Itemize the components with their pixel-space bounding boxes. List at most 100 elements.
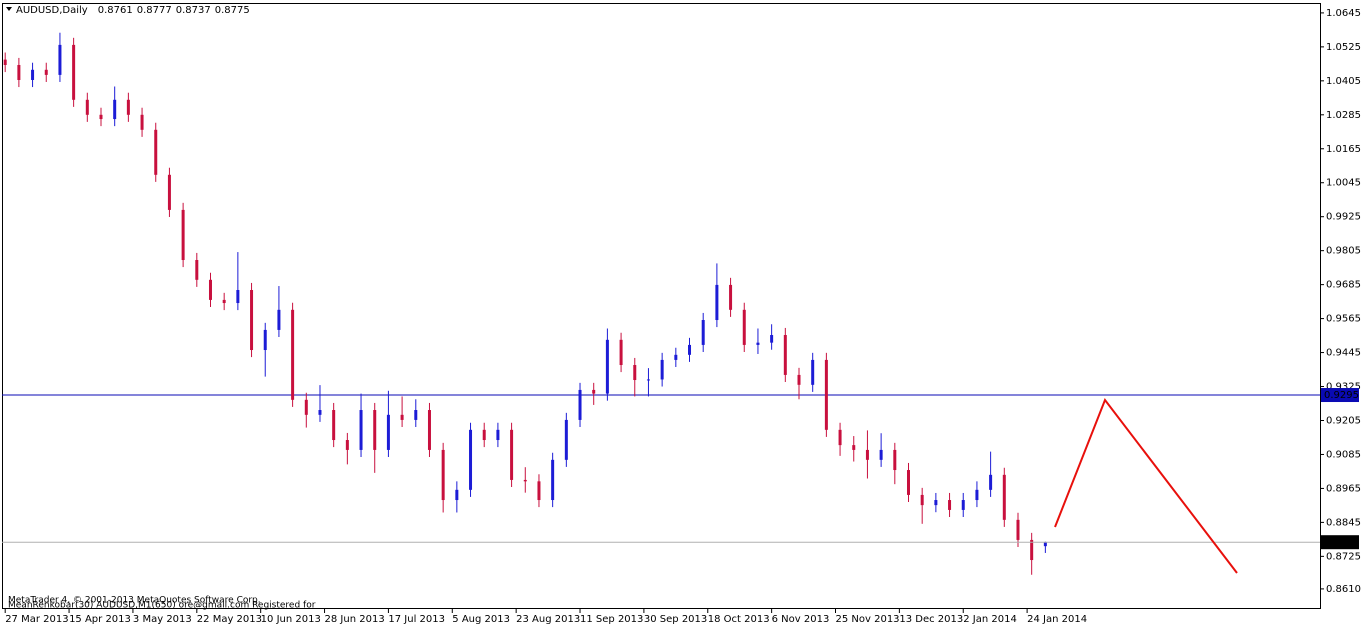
- candle-body: [304, 399, 308, 415]
- y-tick-label: 0.8610: [1326, 584, 1361, 595]
- y-tick-label: 1.0165: [1326, 144, 1361, 155]
- candle-body: [879, 449, 883, 460]
- candle-body: [167, 174, 171, 210]
- y-tick-label: 0.9565: [1326, 314, 1361, 325]
- candle-body: [989, 474, 993, 490]
- low-value: 0.8737: [176, 5, 211, 16]
- projection-line: [1054, 397, 1238, 574]
- candle-body: [961, 500, 965, 510]
- x-tick-label: 28 Jun 2013: [325, 614, 385, 625]
- x-tick-label: 11 Sep 2013: [580, 614, 643, 625]
- candle-body: [58, 44, 62, 75]
- menu-arrow[interactable]: [6, 7, 12, 11]
- level-label-box: [1321, 388, 1359, 403]
- candle-body: [551, 459, 555, 501]
- candle-body: [441, 449, 445, 501]
- candle-body: [195, 260, 199, 280]
- x-tick-label: 5 Aug 2013: [452, 614, 510, 625]
- candle-body: [852, 445, 856, 450]
- candle-body: [523, 479, 527, 482]
- candle-body: [1043, 542, 1047, 547]
- candle-body: [277, 309, 281, 330]
- x-tick-label: 6 Nov 2013: [772, 614, 830, 625]
- candle-body: [660, 359, 664, 380]
- candle-body: [510, 429, 514, 480]
- candle-body: [715, 284, 719, 321]
- y-tick-label: 0.9325: [1326, 382, 1361, 393]
- candle-body: [318, 410, 322, 415]
- candle-body: [236, 290, 240, 304]
- high-value: 0.8777: [137, 5, 172, 16]
- x-tick-label: 13 Dec 2013: [899, 614, 963, 625]
- candle-body: [537, 481, 541, 501]
- last-price-box: [1321, 535, 1359, 550]
- candle-body: [44, 69, 48, 75]
- y-tick-label: 1.0645: [1326, 8, 1361, 19]
- candle-body: [633, 365, 637, 381]
- candle-body: [920, 494, 924, 506]
- candle-body: [482, 429, 486, 441]
- x-tick-label: 23 Aug 2013: [516, 614, 580, 625]
- candle-body: [250, 290, 254, 351]
- last-price-label: 0.8775: [1324, 537, 1359, 548]
- candle-body: [17, 64, 21, 80]
- y-tick-label: 0.9445: [1326, 348, 1361, 359]
- x-tick-label: 18 Oct 2013: [708, 614, 770, 625]
- x-tick-label: 24 Jan 2014: [1027, 614, 1087, 625]
- level-label: 0.9295: [1324, 390, 1359, 401]
- candle-body: [400, 414, 404, 420]
- candle-body: [222, 299, 226, 304]
- x-tick-label: 30 Sep 2013: [644, 614, 707, 625]
- candle-body: [605, 339, 609, 394]
- candle-body: [906, 470, 910, 495]
- x-tick-label: 25 Nov 2013: [836, 614, 900, 625]
- x-tick-label: 10 Jun 2013: [261, 614, 321, 625]
- y-tick-label: 1.0285: [1326, 110, 1361, 121]
- candle-body: [496, 429, 500, 441]
- y-tick-label: 0.8845: [1326, 517, 1361, 528]
- open-value: 0.8761: [98, 5, 133, 16]
- candle-body: [838, 429, 842, 446]
- candle-body: [646, 379, 650, 381]
- plot-frame: [2, 3, 1321, 609]
- candle-body: [934, 500, 938, 506]
- candle-body: [811, 359, 815, 385]
- candle-body: [592, 389, 596, 394]
- candle-body: [85, 99, 89, 115]
- candle-body: [414, 410, 418, 420]
- candle-body: [564, 419, 568, 460]
- candle-body: [72, 44, 76, 100]
- y-tick-label: 0.9685: [1326, 280, 1361, 291]
- x-tick-label: 3 May 2013: [133, 614, 192, 625]
- y-tick-label: 0.9085: [1326, 449, 1361, 460]
- candle-body: [386, 414, 390, 450]
- candle-body: [455, 489, 459, 501]
- candle-body: [797, 374, 801, 385]
- footer-text: MeanRenkobar(30) AUDUSD,M1(650) ore@gmai…: [8, 601, 316, 611]
- candle-body: [865, 449, 869, 460]
- y-tick-label: 0.8965: [1326, 483, 1361, 494]
- candle-body: [975, 489, 979, 501]
- candle-body: [1002, 474, 1006, 520]
- candle-body: [359, 410, 363, 450]
- x-tick-label: 15 Apr 2013: [69, 614, 131, 625]
- candle-body: [113, 99, 117, 120]
- y-tick-label: 1.0405: [1326, 76, 1361, 87]
- candle-body: [674, 354, 678, 360]
- x-tick-label: 22 May 2013: [197, 614, 262, 625]
- y-tick-label: 0.9205: [1326, 415, 1361, 426]
- candle-body: [31, 69, 35, 80]
- candle-body: [893, 449, 897, 471]
- candle-body: [770, 335, 774, 343]
- candle-body: [181, 209, 185, 261]
- candle-body: [688, 344, 692, 355]
- candle-body: [99, 114, 103, 120]
- y-tick-label: 0.9805: [1326, 246, 1361, 257]
- candle-body: [578, 389, 582, 420]
- candle-body: [427, 410, 431, 450]
- y-tick-label: 1.0045: [1326, 178, 1361, 189]
- candle-body: [126, 99, 130, 115]
- candle-body: [783, 335, 787, 375]
- candle-body: [619, 339, 623, 366]
